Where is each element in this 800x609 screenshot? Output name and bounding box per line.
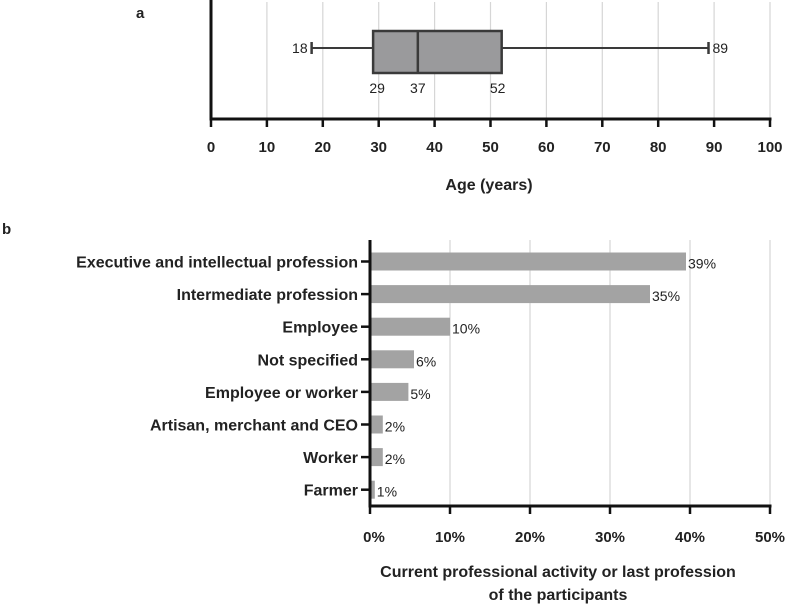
panel-a-grid: [266, 2, 771, 119]
value-label: 35%: [652, 288, 680, 304]
value-label: 5%: [410, 386, 430, 402]
max-label: 89: [713, 40, 729, 56]
bar: [370, 350, 414, 369]
value-label: 2%: [385, 419, 405, 435]
panel-a-label: a: [136, 5, 145, 22]
min-label: 18: [292, 40, 308, 56]
panel-a-axes: [209, 0, 772, 127]
category-label: Executive and intellectual profession: [76, 255, 358, 272]
bar: [370, 285, 650, 304]
x-tick-label: 50%: [755, 529, 785, 546]
panel-a-tick-labels: 0 10 20 30 40 50 60 70 80 90 100: [207, 139, 783, 156]
iqr-box: [371, 29, 503, 75]
x-tick-label: 40%: [675, 529, 705, 546]
x-tick-label: 20: [314, 139, 331, 156]
x-tick-label: 70: [594, 139, 611, 156]
panel-b-x-axis-title-line1: Current professional activity or last pr…: [380, 564, 736, 581]
box-plot: 18 89 29 37 52: [292, 29, 729, 96]
panel-b-label: b: [2, 221, 11, 238]
panel-b-tick-labels: 0% 10% 20% 30% 40% 50%: [363, 529, 785, 546]
panel-b-grid: [449, 240, 771, 506]
x-tick-label: 60: [538, 139, 555, 156]
category-label: Not specified: [258, 352, 358, 369]
category-label: Employee or worker: [205, 385, 358, 402]
bar: [370, 317, 450, 336]
x-tick-label: 30%: [595, 529, 625, 546]
bar: [370, 480, 375, 499]
panel-b-x-axis-title-line2: of the participants: [489, 587, 628, 604]
panel-b-category-labels: Executive and intellectual profession Int…: [76, 255, 358, 500]
value-label: 10%: [452, 321, 480, 337]
x-tick-label: 40: [426, 139, 443, 156]
panel-b-value-labels: 39% 35% 10% 6% 5% 2% 2% 1%: [377, 256, 716, 500]
category-label: Employee: [282, 320, 358, 337]
panel-b: b Executive and intellectual profession I…: [2, 221, 785, 604]
x-tick-label: 10: [259, 139, 276, 156]
category-label: Farmer: [304, 483, 358, 500]
bar: [370, 415, 383, 434]
x-tick-label: 20%: [515, 529, 545, 546]
x-tick-label: 100: [757, 139, 782, 156]
category-label: Intermediate profession: [177, 287, 358, 304]
x-tick-label: 0%: [363, 529, 385, 546]
category-label: Artisan, merchant and CEO: [150, 418, 358, 435]
x-tick-label: 0: [207, 139, 215, 156]
median-label: 37: [410, 80, 426, 96]
panel-b-axes: [361, 240, 772, 514]
x-tick-label: 50: [482, 139, 499, 156]
value-label: 2%: [385, 451, 405, 467]
value-label: 1%: [377, 484, 397, 500]
category-label: Worker: [303, 450, 358, 467]
bar: [370, 382, 409, 401]
value-label: 39%: [688, 256, 716, 272]
q3-label: 52: [490, 80, 506, 96]
panel-b-bars: [370, 252, 686, 499]
panel-a: a 18 89 29 37 52 0 10 20 30 40 50 60 70 80 90 100 Age …: [136, 0, 783, 194]
bar: [370, 252, 686, 271]
x-tick-label: 10%: [435, 529, 465, 546]
bar: [370, 448, 383, 467]
x-tick-label: 30: [370, 139, 387, 156]
value-label: 6%: [416, 353, 436, 369]
q1-label: 29: [369, 80, 385, 96]
x-tick-label: 90: [706, 139, 723, 156]
x-tick-label: 80: [650, 139, 667, 156]
panel-a-x-axis-title: Age (years): [445, 177, 532, 194]
